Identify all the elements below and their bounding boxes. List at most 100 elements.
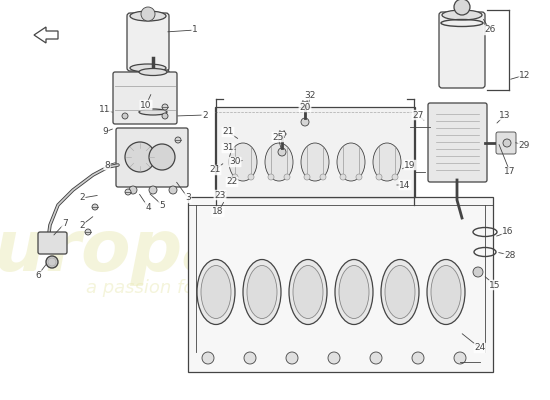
Ellipse shape [301,143,329,181]
Text: 31: 31 [222,144,234,152]
Circle shape [232,174,238,180]
Text: 26: 26 [485,26,496,34]
Ellipse shape [265,143,293,181]
FancyBboxPatch shape [439,12,485,88]
Text: 19: 19 [404,160,416,170]
Circle shape [129,186,137,194]
Circle shape [278,148,286,156]
Text: 6: 6 [35,270,41,280]
Ellipse shape [427,260,465,324]
Text: 15: 15 [490,280,500,290]
Ellipse shape [381,260,419,324]
Text: 3: 3 [185,194,191,202]
FancyBboxPatch shape [496,132,516,154]
Text: a passion for performance: a passion for performance [86,279,323,297]
Ellipse shape [373,143,401,181]
Circle shape [92,204,98,210]
Circle shape [454,352,466,364]
Text: 5: 5 [159,200,165,210]
Circle shape [244,352,256,364]
Ellipse shape [139,109,167,115]
FancyBboxPatch shape [38,232,67,254]
Ellipse shape [243,260,281,324]
Circle shape [370,352,382,364]
Text: 18: 18 [212,208,224,216]
Text: 25: 25 [272,132,284,142]
FancyBboxPatch shape [127,13,169,71]
Circle shape [162,104,168,110]
Circle shape [412,352,424,364]
Ellipse shape [139,68,167,76]
Ellipse shape [337,143,365,181]
Circle shape [175,137,181,143]
Circle shape [122,113,128,119]
Circle shape [248,174,254,180]
Circle shape [202,352,214,364]
Circle shape [268,174,274,180]
Polygon shape [34,27,58,43]
FancyBboxPatch shape [215,107,415,197]
Ellipse shape [289,260,327,324]
Ellipse shape [339,266,369,318]
Text: 10: 10 [140,100,152,110]
Circle shape [328,352,340,364]
Circle shape [46,256,58,268]
Ellipse shape [201,266,231,318]
FancyBboxPatch shape [137,70,169,114]
FancyBboxPatch shape [428,103,487,182]
Circle shape [454,0,470,15]
Circle shape [141,7,155,21]
Ellipse shape [229,143,257,181]
Ellipse shape [130,64,166,72]
Circle shape [301,118,309,126]
FancyBboxPatch shape [188,197,493,372]
Ellipse shape [431,266,461,318]
Circle shape [503,139,511,147]
Circle shape [85,229,91,235]
Circle shape [125,189,131,195]
Text: 32: 32 [304,90,316,100]
Text: 22: 22 [227,178,238,186]
Circle shape [392,174,398,180]
Circle shape [284,174,290,180]
Text: 13: 13 [499,110,511,120]
Text: 11: 11 [99,106,111,114]
Circle shape [162,113,168,119]
Text: 21: 21 [210,166,221,174]
Ellipse shape [442,10,482,20]
Text: 29: 29 [518,140,530,150]
FancyBboxPatch shape [113,72,177,124]
Text: 12: 12 [519,70,531,80]
Circle shape [286,352,298,364]
Text: 14: 14 [399,180,411,190]
Ellipse shape [197,260,235,324]
Text: 17: 17 [504,168,516,176]
Text: europarts: europarts [0,218,345,286]
Text: 24: 24 [474,344,486,352]
Text: 21: 21 [222,128,234,136]
Circle shape [320,174,326,180]
Ellipse shape [385,266,415,318]
Text: 8: 8 [104,160,110,170]
Text: 2: 2 [79,194,85,202]
Circle shape [473,267,483,277]
Ellipse shape [293,266,323,318]
FancyBboxPatch shape [116,128,188,187]
Circle shape [340,174,346,180]
Text: 23: 23 [214,190,225,200]
Text: 1: 1 [192,26,198,34]
Text: 27: 27 [412,110,424,120]
Ellipse shape [130,11,166,21]
Circle shape [149,186,157,194]
Circle shape [169,186,177,194]
Text: 28: 28 [504,250,516,260]
Circle shape [376,174,382,180]
Circle shape [125,142,155,172]
Text: 2: 2 [202,110,208,120]
Text: 16: 16 [502,228,514,236]
Text: 30: 30 [229,158,241,166]
Text: 9: 9 [102,128,108,136]
Text: 20: 20 [299,102,311,112]
Ellipse shape [247,266,277,318]
Circle shape [304,174,310,180]
